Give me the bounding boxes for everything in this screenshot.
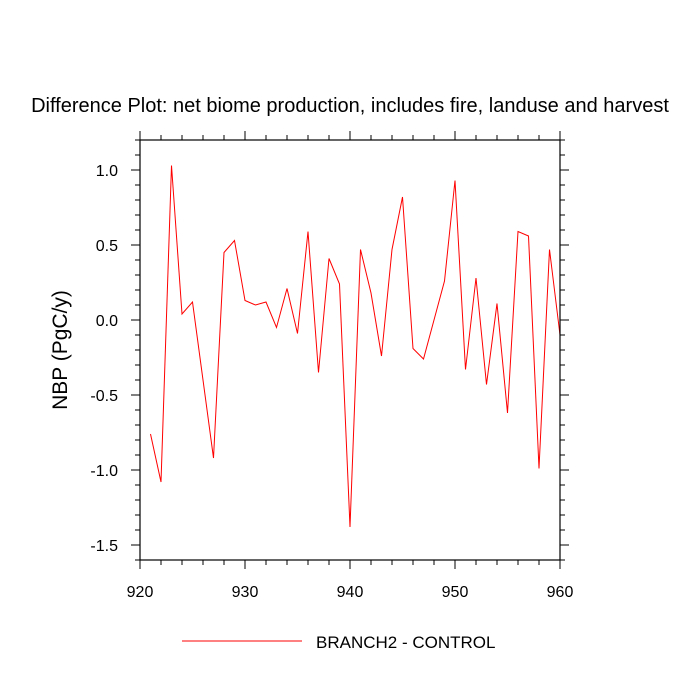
- y-tick-label: -1.0: [90, 463, 118, 480]
- y-tick-label: -1.5: [90, 538, 118, 555]
- legend-label: BRANCH2 - CONTROL: [316, 633, 495, 652]
- chart-title: Difference Plot: net biome production, i…: [31, 95, 669, 117]
- plot-frame: [139, 139, 561, 561]
- x-tick-label: 920: [127, 584, 154, 601]
- axis-ticks: [131, 131, 569, 569]
- y-tick-label: -0.5: [90, 388, 118, 405]
- tick-labels: 920 930 940 950 960 -1.5 -1.0 -0.5 0.0 0.5 1.0: [90, 163, 573, 601]
- x-tick-label: 950: [442, 584, 469, 601]
- x-tick-label: 930: [232, 584, 259, 601]
- legend: BRANCH2 - CONTROL: [182, 633, 495, 652]
- x-tick-label: 960: [547, 584, 574, 601]
- y-axis-label: NBP (PgC/y): [49, 290, 72, 410]
- y-tick-label: 1.0: [96, 163, 118, 180]
- y-tick-label: 0.0: [96, 313, 118, 330]
- series-line: [150, 165, 561, 528]
- x-tick-label: 940: [337, 584, 364, 601]
- y-tick-label: 0.5: [96, 238, 118, 255]
- series-layer: [150, 165, 561, 528]
